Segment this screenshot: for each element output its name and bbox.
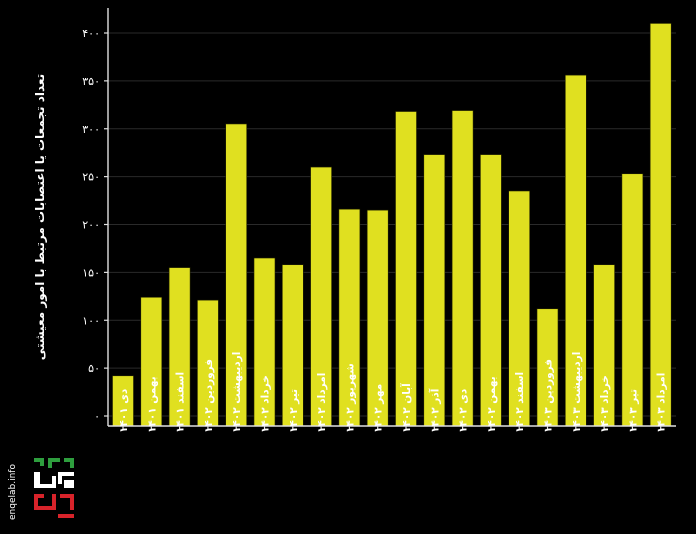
x-tick-labels: دی ۱۴۰۱ بهمن ۱۴۰۱ اسفند ۱۴۰۱ فروردین ۱۴۰۲ ار… (118, 352, 668, 433)
watermark-logo: enqelab.info (8, 458, 74, 520)
y-tick-label: ۱۵۰ (82, 266, 100, 279)
y-tick-labels: ۰ ۵۰ ۱۰۰ ۱۵۰ ۲۰۰ ۲۵۰ ۳۰۰ ۳۵۰ ۴۰۰ (82, 27, 108, 423)
x-tick-label: آذر ۱۴۰۲ (428, 388, 441, 433)
x-tick-label: امرداد ۱۴۰۳ (656, 373, 668, 433)
x-tick-label: مهر ۱۴۰۲ (373, 384, 385, 433)
y-tick-label: ۰ (94, 410, 100, 423)
x-tick-label: بهمن ۱۴۰۱ (146, 376, 158, 433)
x-tick-label: اردیبهشت ۱۴۰۳ (571, 352, 583, 433)
x-tick-label: بهمن ۱۴۰۲ (486, 376, 498, 433)
y-tick-label: ۵۰ (88, 362, 100, 375)
x-tick-label: فروردین ۱۴۰۲ (203, 359, 215, 433)
logo-icon (34, 458, 74, 518)
grid-lines (108, 32, 676, 417)
bar (649, 23, 672, 427)
x-tick-label: اردیبهشت ۱۴۰۲ (231, 352, 243, 433)
x-tick-label: تیر ۱۴۰۳ (627, 389, 639, 433)
x-tick-label: فروردین ۱۴۰۳ (543, 359, 555, 433)
y-tick-label: ۲۵۰ (82, 171, 100, 184)
x-tick-label: امرداد ۱۴۰۲ (316, 373, 328, 433)
y-axis-label: تعداد تجمعات یا اعتصابات مرتبط با امور م… (33, 74, 48, 360)
bar (621, 173, 644, 427)
x-tick-label: دی ۱۴۰۱ (118, 388, 130, 433)
axes (107, 8, 676, 427)
y-tick-label: ۲۰۰ (82, 219, 100, 232)
x-tick-label: اسفند ۱۴۰۲ (514, 372, 526, 433)
bar (423, 154, 446, 427)
y-tick-label: ۳۰۰ (82, 123, 100, 136)
y-tick-label: ۱۰۰ (82, 314, 100, 327)
bar (451, 110, 474, 427)
bar (395, 111, 417, 427)
x-tick-label: خرداد ۱۴۰۲ (260, 375, 272, 433)
y-tick-label: ۳۵۰ (82, 75, 100, 88)
x-tick-label: تیر ۱۴۰۲ (288, 389, 300, 433)
x-tick-label: دی ۱۴۰۲ (458, 388, 470, 433)
x-tick-label: خرداد ۱۴۰۳ (599, 375, 611, 433)
x-tick-label: آبان ۱۴۰۲ (400, 383, 413, 433)
x-tick-label: اسفند ۱۴۰۱ (175, 372, 187, 433)
x-tick-label: شهریور ۱۴۰۲ (344, 363, 356, 433)
bars (112, 23, 672, 427)
y-tick-label: ۴۰۰ (82, 27, 100, 40)
watermark-site-text: enqelab.info (8, 464, 18, 520)
